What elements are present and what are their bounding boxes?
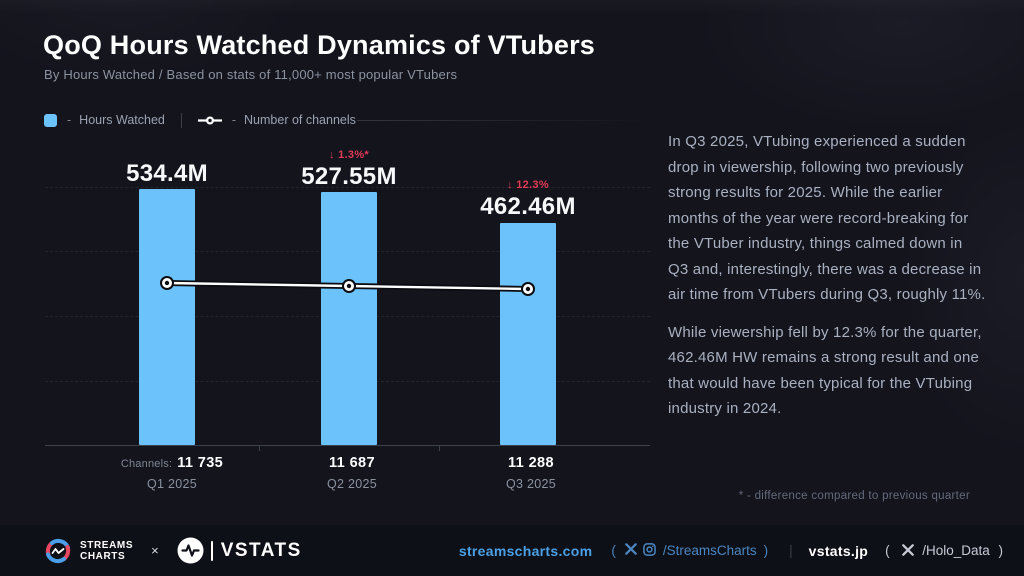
axis-tick xyxy=(439,445,440,451)
vstats-logo-icon xyxy=(177,537,204,564)
x-axis xyxy=(45,445,650,446)
line-marker-icon xyxy=(197,115,222,126)
footnote: * - difference compared to previous quar… xyxy=(738,490,970,502)
footer-brands: STREAMS CHARTS × VSTATS xyxy=(43,536,302,566)
channels-label-q2: 11 687 xyxy=(252,455,452,471)
x-twitter-icon-2[interactable] xyxy=(902,543,915,559)
legend-divider xyxy=(180,112,182,128)
legend-separator-2: - xyxy=(231,113,237,127)
vstats-wordmark: VSTATS xyxy=(220,539,302,561)
channels-value-q3: 11 288 xyxy=(508,455,554,471)
legend-label-hours-watched: Hours Watched xyxy=(79,113,165,127)
category-label-q1: Q1 2025 xyxy=(146,477,198,491)
social-1-close-paren: ) xyxy=(763,543,769,558)
legend-separator: - xyxy=(67,113,72,127)
x-twitter-icon[interactable] xyxy=(625,543,637,558)
social-2-open-paren: ( xyxy=(885,542,890,558)
gridline xyxy=(45,187,650,188)
footer-links: streamscharts.com ( /StreamsCharts ) | v… xyxy=(459,543,1008,559)
bar-q3-2025 xyxy=(500,223,556,445)
channels-value-q2: 11 687 xyxy=(329,455,375,471)
footer-divider: | xyxy=(789,543,793,558)
category-label-q2: Q2 2025 xyxy=(326,477,378,491)
footer: STREAMS CHARTS × VSTATS streamscharts.co… xyxy=(0,525,1024,576)
commentary-paragraph-1: In Q3 2025, VTubing experienced a sudden… xyxy=(668,133,986,303)
streams-charts-wordmark: STREAMS CHARTS xyxy=(80,540,133,562)
legend: - Hours Watched - Number of channels xyxy=(44,111,356,129)
value-label-q3: 462.46M xyxy=(480,193,576,220)
channels-prefix: Channels: xyxy=(120,458,173,470)
streams-charts-logo-icon xyxy=(43,536,73,566)
commentary-paragraph-2: While viewership fell by 12.3% for the q… xyxy=(668,323,982,418)
streamscharts-link[interactable]: streamscharts.com xyxy=(458,542,593,559)
collab-cross: × xyxy=(151,543,159,558)
value-label-q2: 527.55M xyxy=(301,163,397,190)
streamscharts-handle[interactable]: /StreamsCharts xyxy=(662,543,757,558)
vstats-handle[interactable]: /Holo_Data xyxy=(922,542,990,558)
bar-q2-2025 xyxy=(321,192,377,445)
social-1-open-paren: ( xyxy=(611,543,616,558)
channels-label-q1: Channels: 11 735 xyxy=(72,455,272,471)
channels-label-q3: 11 288 xyxy=(431,455,631,471)
hours-watched-swatch-icon xyxy=(44,113,57,127)
legend-label-channels: Number of channels xyxy=(244,113,356,127)
vstats-link[interactable]: vstats.jp xyxy=(808,542,869,559)
instagram-icon[interactable] xyxy=(643,542,656,559)
commentary-panel: In Q3 2025, VTubing experienced a sudden… xyxy=(668,129,986,434)
category-label-q3: Q3 2025 xyxy=(505,477,557,491)
vstats-wordmark-divider xyxy=(210,540,213,561)
axis-tick xyxy=(259,445,260,451)
social-2-close-paren: ) xyxy=(998,542,1004,558)
value-label-q1: 534.4M xyxy=(126,160,208,187)
social-2-group: ( /Holo_Data ) xyxy=(880,543,1008,559)
streams-charts-wordmark-line2: CHARTS xyxy=(80,550,126,562)
page-title: QoQ Hours Watched Dynamics of VTubers xyxy=(43,30,595,60)
bar-q1-2025 xyxy=(139,189,195,445)
change-label-q3: ↓ 12.3% xyxy=(507,179,549,191)
legend-rule xyxy=(357,120,649,121)
change-label-q2: ↓ 1.3%* xyxy=(328,149,369,161)
page-subtitle: By Hours Watched / Based on stats of 11,… xyxy=(44,67,458,82)
channels-value-q1: 11 735 xyxy=(177,455,224,471)
streams-charts-wordmark-line1: STREAMS xyxy=(80,539,134,551)
